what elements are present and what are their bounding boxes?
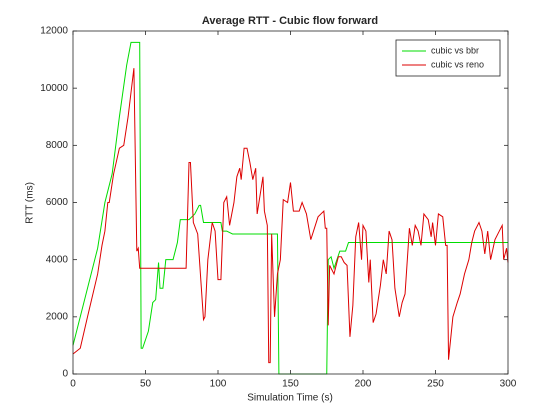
x-axis-label: Simulation Time (s) [247,393,333,404]
chart-title: Average RTT - Cubic flow forward [202,15,378,27]
series-line [72,68,509,364]
x-tick-label: 150 [282,379,299,390]
y-tick-label: 2000 [46,311,69,322]
y-tick-label: 4000 [46,254,69,265]
legend-label: cubic vs bbr [431,45,479,55]
y-tick-label: 8000 [46,140,69,151]
legend-label: cubic vs reno [431,59,484,69]
y-tick-label: 10000 [40,83,68,94]
y-tick-label: 0 [62,369,68,380]
x-tick-label: 0 [70,379,76,390]
plot-frame [72,30,509,375]
x-tick-label: 100 [210,379,227,390]
y-axis-label: RTT (ms) [25,182,36,224]
x-tick-label: 250 [427,379,444,390]
x-tick-label: 50 [140,379,152,390]
legend-box [395,39,501,77]
y-tick-label: 12000 [40,26,68,37]
x-tick-label: 200 [355,379,372,390]
x-tick-label: 300 [500,379,517,390]
y-tick-label: 6000 [46,197,69,208]
